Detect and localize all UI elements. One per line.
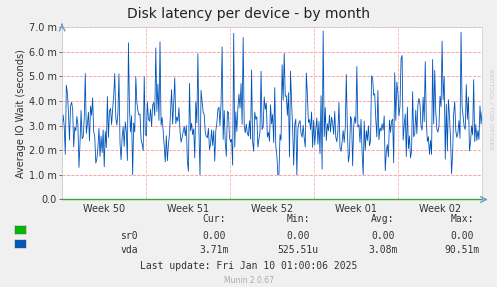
Text: Max:: Max:: [450, 214, 474, 224]
Text: Last update: Fri Jan 10 01:00:06 2025: Last update: Fri Jan 10 01:00:06 2025: [140, 261, 357, 271]
Text: 3.08m: 3.08m: [368, 245, 398, 255]
Text: 0.00: 0.00: [202, 231, 226, 241]
Text: 0.00: 0.00: [450, 231, 474, 241]
Text: 525.51u: 525.51u: [278, 245, 319, 255]
Y-axis label: Average IO Wait (seconds): Average IO Wait (seconds): [16, 49, 26, 178]
Text: 3.71m: 3.71m: [199, 245, 229, 255]
Text: Munin 2.0.67: Munin 2.0.67: [224, 276, 273, 285]
Text: 0.00: 0.00: [371, 231, 395, 241]
Text: sr0: sr0: [120, 231, 138, 241]
Text: Cur:: Cur:: [202, 214, 226, 224]
Text: vda: vda: [120, 245, 138, 255]
Text: 0.00: 0.00: [286, 231, 310, 241]
Text: Avg:: Avg:: [371, 214, 395, 224]
Text: Disk latency per device - by month: Disk latency per device - by month: [127, 7, 370, 21]
Text: 90.51m: 90.51m: [445, 245, 480, 255]
Text: Min:: Min:: [286, 214, 310, 224]
Text: RRDTOOL / TOBI OETIKER: RRDTOOL / TOBI OETIKER: [489, 69, 494, 150]
